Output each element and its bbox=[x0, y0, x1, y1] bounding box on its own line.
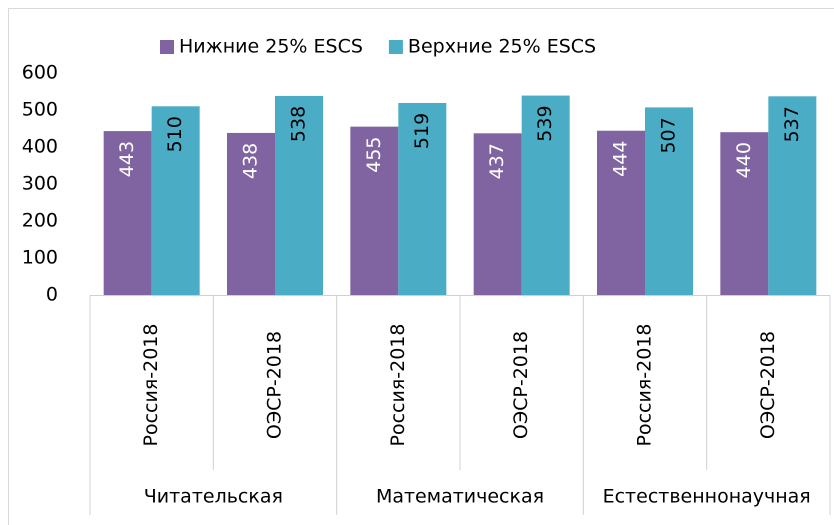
bar bbox=[720, 132, 769, 295]
y-tick-label: 500 bbox=[22, 99, 58, 121]
group-label: Читательская bbox=[144, 486, 283, 508]
legend-swatch bbox=[160, 40, 174, 54]
x-tick-label: ОЭСР-2018 bbox=[264, 331, 286, 439]
data-label: 507 bbox=[658, 117, 680, 153]
bar bbox=[350, 126, 399, 296]
data-label: 438 bbox=[240, 143, 262, 179]
x-tick-label: Россия-2018 bbox=[387, 324, 409, 447]
bar bbox=[103, 131, 152, 295]
x-tick-label: ОЭСР-2018 bbox=[757, 331, 779, 439]
bar bbox=[597, 130, 645, 295]
bar bbox=[645, 107, 693, 295]
x-tick-label: ОЭСР-2018 bbox=[510, 331, 532, 439]
legend-swatch bbox=[388, 40, 403, 54]
x-tick-label: Россия-2018 bbox=[634, 324, 656, 447]
y-tick-label: 300 bbox=[22, 173, 58, 195]
data-label: 443 bbox=[116, 141, 138, 177]
x-tick-label: Россия-2018 bbox=[140, 324, 162, 447]
y-tick-label: 0 bbox=[46, 284, 58, 306]
group-label: Естественнонаучная bbox=[603, 486, 811, 508]
chart-frame bbox=[8, 8, 834, 525]
bar bbox=[151, 106, 200, 295]
data-label: 538 bbox=[288, 106, 310, 142]
bar bbox=[275, 95, 323, 295]
data-label: 519 bbox=[411, 113, 433, 149]
data-label: 444 bbox=[610, 141, 632, 177]
data-label: 437 bbox=[486, 143, 508, 179]
bar bbox=[398, 102, 447, 295]
legend-label: Верхние 25% ESCS bbox=[408, 36, 596, 58]
y-tick-label: 100 bbox=[22, 247, 58, 269]
y-tick-label: 600 bbox=[22, 62, 58, 84]
group-label: Математическая bbox=[376, 486, 544, 508]
bar bbox=[227, 132, 275, 295]
data-label: 440 bbox=[733, 142, 755, 178]
legend-label: Нижние 25% ESCS bbox=[179, 36, 363, 58]
data-label: 455 bbox=[363, 137, 385, 173]
y-tick-label: 200 bbox=[22, 210, 58, 232]
data-label: 510 bbox=[164, 116, 186, 152]
y-tick-label: 400 bbox=[22, 136, 58, 158]
data-label: 537 bbox=[781, 106, 803, 142]
bar bbox=[473, 133, 522, 295]
data-label: 539 bbox=[534, 105, 556, 141]
bar bbox=[768, 96, 817, 295]
bar bbox=[521, 95, 570, 295]
